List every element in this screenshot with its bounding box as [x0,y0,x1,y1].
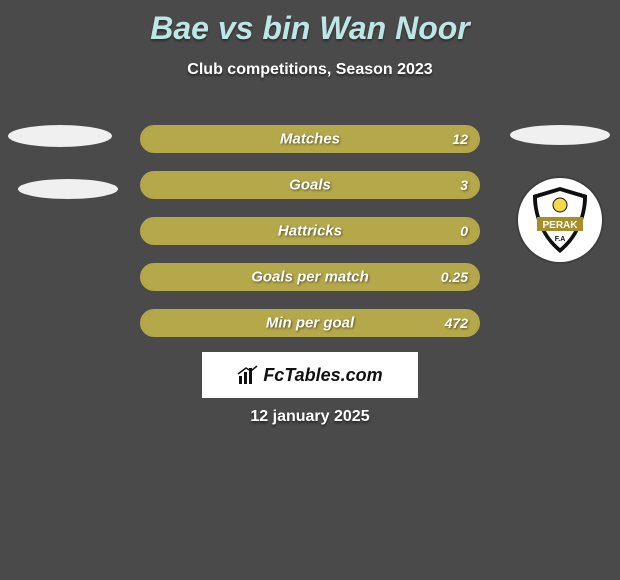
stat-label: Goals per match [251,269,369,286]
stat-row: Matches 12 [140,125,480,153]
placeholder-ellipse [510,125,610,145]
stat-row: Min per goal 472 [140,309,480,337]
stat-label: Goals [289,177,331,194]
player-left-placeholder [8,125,118,199]
infographic-root: Bae vs bin Wan Noor Club competitions, S… [0,0,620,580]
badge-text: PERAK [542,220,578,231]
badge-subtext: F.A [555,236,566,243]
stat-label: Hattricks [278,223,342,240]
brand-text: FcTables.com [263,365,382,386]
date-text: 12 january 2025 [0,408,620,426]
bar-chart-icon [237,364,259,386]
stat-value: 12 [452,131,468,147]
stat-row: Goals 3 [140,171,480,199]
stat-row: Goals per match 0.25 [140,263,480,291]
stat-row: Hattricks 0 [140,217,480,245]
stat-value: 3 [460,177,468,193]
stat-label: Min per goal [266,315,354,332]
stat-label: Matches [280,131,340,148]
stat-value: 0 [460,223,468,239]
player-right-placeholder [510,125,610,145]
placeholder-ellipse [8,125,112,147]
stats-list: Matches 12 Goals 3 Hattricks 0 Goals per match… [140,125,480,355]
club-badge: PERAK F.A [518,178,602,262]
shield-icon: PERAK F.A [529,185,591,255]
brand-box: FcTables.com [202,352,418,398]
page-title: Bae vs bin Wan Noor [0,0,620,47]
stat-value: 472 [445,315,468,331]
stat-value: 0.25 [441,269,468,285]
subtitle: Club competitions, Season 2023 [0,61,620,79]
placeholder-ellipse [18,179,118,199]
